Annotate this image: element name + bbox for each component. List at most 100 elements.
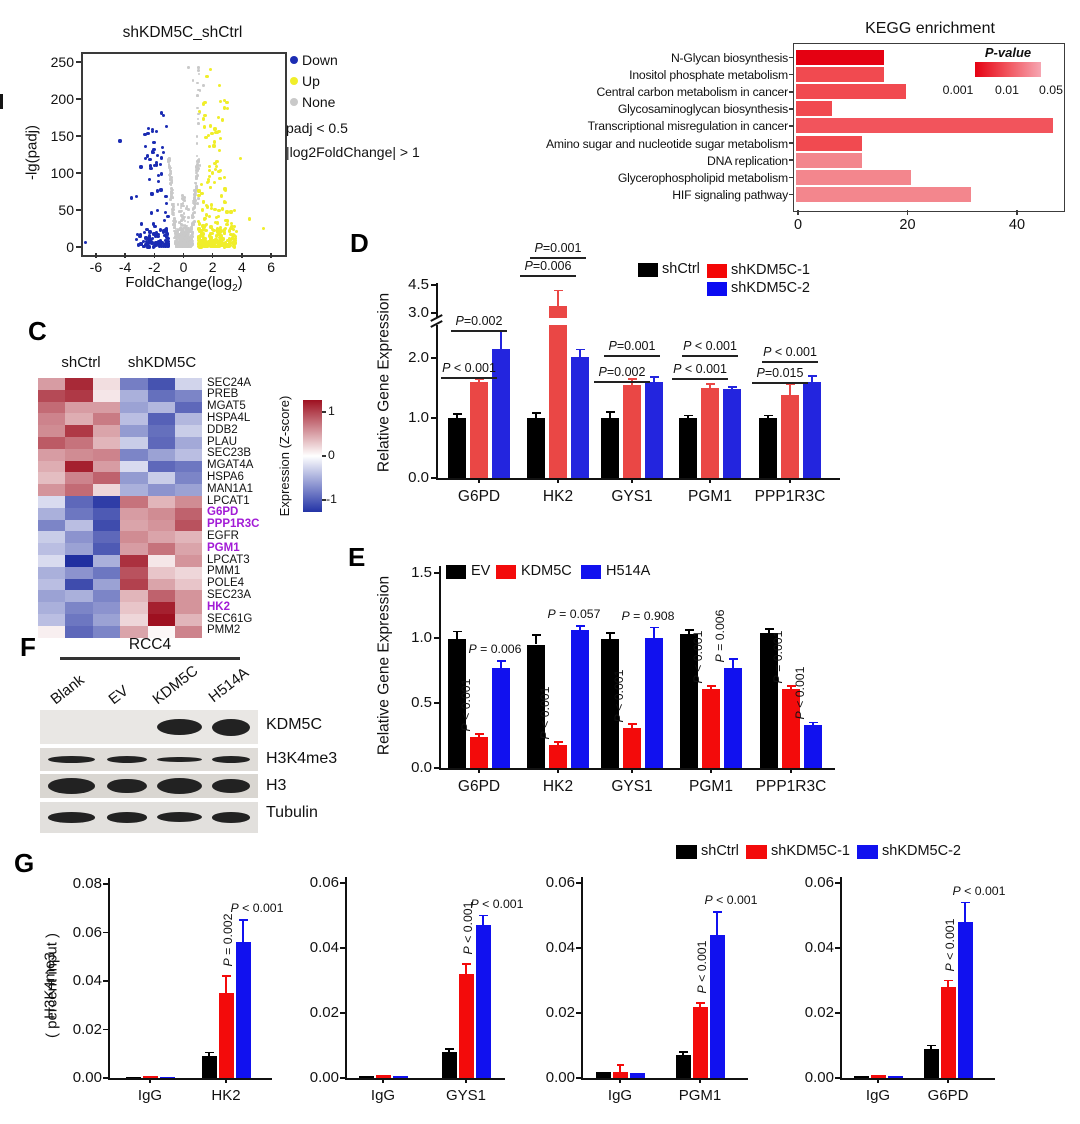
d-y-tick-label: 1.0 — [408, 409, 429, 426]
g-y-tick-label: 0.06 — [804, 874, 834, 891]
d-bar — [803, 382, 821, 478]
scatter-point — [180, 235, 184, 238]
scatter-point — [182, 233, 186, 237]
scatter-point — [183, 219, 187, 223]
blot-band — [212, 812, 250, 823]
blot-band — [157, 718, 202, 736]
scatter-point — [202, 244, 207, 249]
error-bar-cap — [221, 975, 231, 977]
scatter-point — [221, 118, 225, 122]
scatter-point — [165, 243, 169, 247]
scatter-point — [229, 227, 233, 231]
scatter-point — [182, 204, 185, 208]
heatmap-cell — [65, 496, 93, 508]
scatter-point — [196, 202, 199, 205]
heatmap-cell — [65, 578, 93, 591]
panel-e-legend-swatch-ev — [446, 565, 466, 579]
g-y-tick-mark — [576, 1077, 581, 1079]
scatter-point — [154, 163, 158, 167]
error-bar-stem — [732, 658, 734, 668]
g-pvalue-blue: P < 0.001 — [704, 893, 758, 908]
heatmap-cell — [175, 389, 203, 402]
kegg-x-tick-mark — [906, 210, 909, 215]
heatmap-cell — [120, 437, 148, 449]
error-bar-cap — [605, 411, 615, 413]
scatter-point — [168, 168, 172, 171]
scatter-point — [207, 145, 212, 149]
error-bar-cap — [649, 376, 659, 378]
d-pvalue-line-1 — [752, 382, 808, 384]
error-bar-cap — [474, 733, 484, 735]
heatmap-cell — [147, 590, 175, 603]
e-y-tick-mark — [434, 572, 439, 574]
scatter-point — [223, 188, 227, 193]
scatter-point — [145, 242, 149, 246]
western-cell-line: RCC4 — [128, 636, 172, 653]
scatter-point — [223, 187, 227, 191]
scatter-point — [178, 235, 182, 239]
g-gene-bar — [218, 993, 234, 1078]
scatter-point — [150, 191, 154, 195]
heatmap-gene-label: PPP1R3C — [207, 518, 260, 531]
g-group-label: IgG — [865, 1087, 891, 1104]
scatter-point — [221, 236, 225, 241]
scatter-point — [232, 225, 236, 229]
error-bar-stem — [557, 742, 559, 745]
d-y-tick-label: 0.0 — [408, 469, 429, 486]
scatter-point — [218, 177, 222, 181]
scatter-point — [229, 241, 233, 245]
scatter-point — [161, 230, 166, 234]
heatmap-gene-label: PGM1 — [207, 541, 240, 554]
scatter-point — [218, 168, 222, 172]
scatter-point — [212, 229, 217, 233]
heatmap-cell — [120, 448, 148, 461]
heatmap-cell — [120, 413, 148, 426]
scatter-point — [211, 241, 215, 245]
scatter-point — [129, 196, 134, 200]
scatter-point — [217, 232, 221, 236]
scatter-point — [176, 203, 180, 207]
error-bar-cap — [553, 289, 563, 292]
g-y-tick-mark — [103, 1077, 108, 1079]
scatter-point — [144, 236, 148, 240]
scatter-point — [202, 125, 206, 129]
heatmap-gene-label: MAN1A1 — [207, 482, 254, 495]
error-bar-cap — [678, 1051, 688, 1053]
y-tick-label: 100 — [50, 165, 74, 181]
scatter-point — [225, 210, 229, 214]
scatter-point — [174, 229, 178, 233]
scatter-point — [233, 239, 237, 243]
scatter-point — [204, 245, 209, 249]
scatter-point — [155, 153, 160, 158]
error-bar-stem — [767, 415, 769, 418]
kegg-bar-label: DNA replication — [707, 153, 788, 168]
heatmap-cell — [147, 448, 175, 461]
blot-band — [212, 779, 250, 793]
western-row-label-h3k4me3: H3K4me3 — [266, 750, 338, 767]
g-pvalue-blue: P < 0.001 — [470, 896, 524, 911]
scatter-point — [194, 177, 198, 181]
heatmap-gene-label: MGAT4A — [207, 459, 254, 472]
error-bar-cap — [444, 1047, 454, 1050]
scatter-point — [178, 237, 182, 241]
scatter-point — [203, 225, 207, 229]
kegg-row-tick — [789, 193, 793, 196]
scatter-point — [176, 229, 179, 233]
g-group-label: HK2 — [211, 1087, 241, 1104]
g-y-tick-mark — [576, 1012, 581, 1014]
heatmap-cell — [92, 590, 121, 603]
heatmap-cell — [92, 578, 121, 591]
scatter-point — [186, 220, 190, 224]
g-y-axis — [581, 877, 583, 1080]
kegg-row-tick — [789, 176, 793, 178]
scatter-point — [223, 200, 227, 204]
scatter-point — [202, 200, 206, 204]
panel-e-legend-label-ev: EV — [471, 563, 491, 579]
error-bar-stem — [699, 1003, 701, 1007]
scatter-point — [146, 245, 150, 249]
heatmap-cell — [147, 413, 175, 426]
g-y-tick-label: 0.00 — [72, 1069, 102, 1086]
scatter-point — [222, 99, 226, 103]
scatter-point — [192, 210, 196, 214]
y-tick-label: 150 — [50, 128, 74, 144]
